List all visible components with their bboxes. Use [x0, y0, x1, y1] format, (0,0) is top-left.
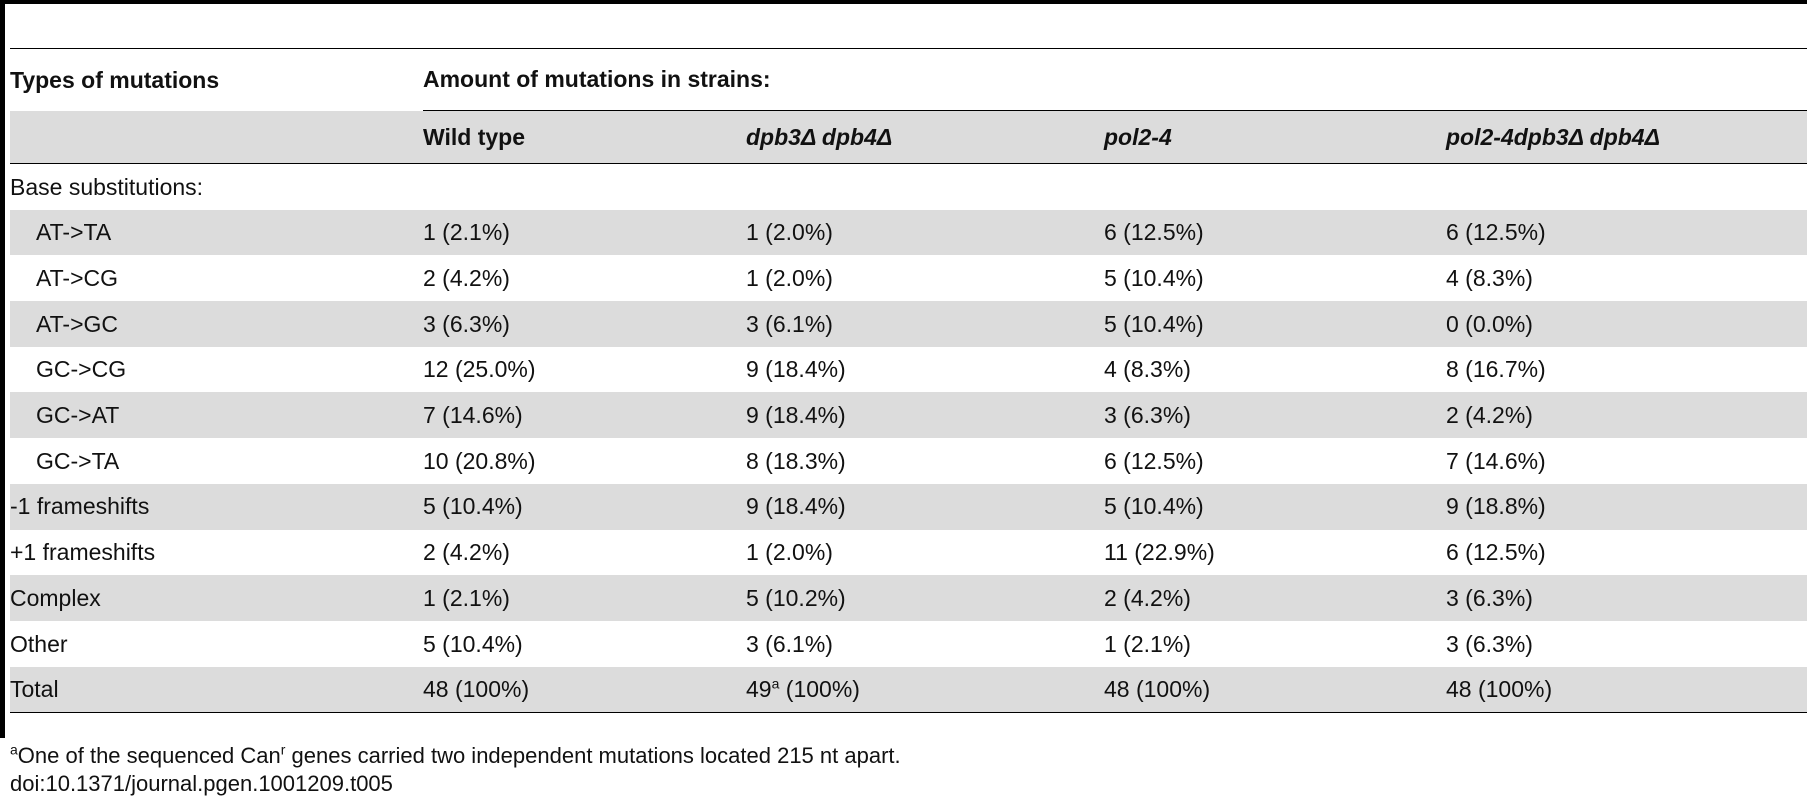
table-cell: 6 (12.5%)	[1104, 209, 1446, 256]
table-cell	[1104, 164, 1446, 210]
table-cell: 10 (20.8%)	[423, 447, 536, 474]
table-cell	[746, 164, 1104, 210]
total-percent: (100%)	[779, 676, 860, 703]
table-cell: 48 (100%)	[1446, 666, 1807, 714]
row-label: AT->GC	[10, 301, 423, 347]
table-cell: 6 (12.5%)	[1104, 447, 1204, 474]
table-row: Other 5 (10.4%) 3 (6.1%) 1 (2.1%) 3 (6.3…	[10, 621, 1807, 667]
table-cell: 3 (6.3%)	[1446, 575, 1807, 621]
row-label: -1 frameshifts	[10, 483, 423, 530]
table-cell: 7 (14.6%)	[1446, 447, 1546, 474]
table-cell: 5 (10.4%)	[1104, 301, 1446, 347]
table-row: GC->TA 10 (20.8%) 8 (18.3%) 6 (12.5%) 7 …	[10, 438, 1807, 484]
row-label: GC->AT	[10, 392, 423, 439]
table-row: AT->TA 1 (2.1%) 1 (2.0%) 6 (12.5%) 6 (12…	[10, 209, 1807, 256]
row-label: AT->CG	[36, 265, 119, 291]
row-label: AT->TA	[10, 209, 423, 256]
table-cell: 5 (10.4%)	[423, 483, 746, 530]
table-cell: 8 (16.7%)	[1446, 356, 1546, 383]
table-cell: 48 (100%)	[1104, 666, 1446, 714]
table-cell: 2 (4.2%)	[1104, 575, 1446, 621]
table-row: GC->CG 12 (25.0%) 9 (18.4%) 4 (8.3%) 8 (…	[10, 347, 1807, 393]
table-cell: 3 (6.3%)	[1104, 392, 1446, 439]
row-label: Complex	[10, 575, 423, 621]
table-cell: 5 (10.4%)	[1104, 483, 1446, 530]
table-footnote: aOne of the sequenced Canr genes carried…	[10, 742, 901, 770]
footnote-text-end: genes carried two independent mutations …	[285, 743, 901, 768]
table-cell: 1 (2.1%)	[1104, 630, 1191, 657]
row-label: Other	[10, 630, 68, 657]
table-row: GC->AT 7 (14.6%) 9 (18.4%) 3 (6.3%) 2 (4…	[10, 392, 1807, 439]
table-cell: 3 (6.1%)	[746, 301, 1104, 347]
table-row: Base substitutions:	[10, 164, 1807, 210]
table-cell: 48 (100%)	[423, 666, 746, 714]
table-cell: 8 (18.3%)	[746, 447, 846, 474]
table-cell-with-footnote: 49a (100%)	[746, 666, 1104, 714]
strain-group-header: Amount of mutations in strains:	[423, 48, 1807, 111]
row-label: GC->CG	[36, 356, 127, 383]
table-cell: 0 (0.0%)	[1446, 301, 1807, 347]
table-cell: 6 (12.5%)	[1446, 539, 1546, 566]
table-cell: 1 (2.0%)	[746, 265, 833, 291]
table-row-total: Total 48 (100%) 49a (100%) 48 (100%) 48 …	[10, 666, 1807, 714]
table-cell: 2 (4.2%)	[423, 539, 510, 566]
table-cell: 2 (4.2%)	[423, 265, 510, 291]
footnote-text-start: One of the sequenced Can	[17, 743, 281, 768]
table-cell: 3 (6.1%)	[746, 630, 833, 657]
table-cell: 3 (6.3%)	[423, 301, 746, 347]
column-header-pol2-4: pol2-4	[1104, 110, 1446, 164]
doi-reference: doi:10.1371/journal.pgen.1001209.t005	[10, 771, 393, 796]
footnote-superscript: r	[280, 741, 286, 758]
table-row: +1 frameshifts 2 (4.2%) 1 (2.0%) 11 (22.…	[10, 530, 1807, 576]
row-label: Base substitutions:	[10, 173, 204, 200]
table-cell: 7 (14.6%)	[423, 392, 746, 439]
left-border-rule	[0, 0, 5, 738]
mutation-spectrum-table: Types of mutations Amount of mutations i…	[10, 48, 1807, 714]
table-cell: 4 (8.3%)	[1104, 356, 1191, 383]
table-cell: 1 (2.0%)	[746, 209, 1104, 256]
top-border-rule	[0, 0, 1807, 4]
row-label: +1 frameshifts	[10, 539, 156, 566]
table-cell: 11 (22.9%)	[1104, 539, 1215, 566]
table-cell: 9 (18.8%)	[1446, 483, 1807, 530]
row-label-header: Types of mutations	[10, 48, 423, 111]
mutation-table-container: Types of mutations Amount of mutations i…	[10, 48, 1807, 714]
row-label: GC->TA	[36, 447, 120, 474]
footnote-marker: a	[771, 675, 780, 692]
table-cell: 2 (4.2%)	[1446, 392, 1807, 439]
table-row: AT->CG 2 (4.2%) 1 (2.0%) 5 (10.4%) 4 (8.…	[10, 255, 1807, 301]
total-value: 49	[746, 676, 772, 703]
table-cell	[1446, 164, 1807, 210]
table-cell: 9 (18.4%)	[746, 483, 1104, 530]
table-cell: 9 (18.4%)	[746, 392, 1104, 439]
table-cell: 5 (10.4%)	[1104, 265, 1204, 291]
table-cell: 1 (2.0%)	[746, 539, 833, 566]
row-label: Total	[10, 666, 423, 714]
table-cell: 3 (6.3%)	[1446, 630, 1533, 657]
header-spacer	[10, 110, 423, 164]
table-cell: 1 (2.1%)	[423, 209, 746, 256]
table-cell: 12 (25.0%)	[423, 356, 536, 383]
table-row: -1 frameshifts 5 (10.4%) 9 (18.4%) 5 (10…	[10, 483, 1807, 530]
table-cell: 1 (2.1%)	[423, 575, 746, 621]
table-row: AT->GC 3 (6.3%) 3 (6.1%) 5 (10.4%) 0 (0.…	[10, 301, 1807, 347]
footnote-marker-label: a	[10, 741, 18, 758]
column-header-wild-type: Wild type	[423, 110, 746, 164]
table-cell: 5 (10.4%)	[423, 630, 523, 657]
table-cell: 5 (10.2%)	[746, 575, 1104, 621]
table-cell: 9 (18.4%)	[746, 356, 846, 383]
table-cell: 6 (12.5%)	[1446, 209, 1807, 256]
header-row-strains: Wild type dpb3Δ dpb4Δ pol2-4 pol2-4dpb3Δ…	[10, 110, 1807, 164]
column-header-pol2-4-dpb3-dpb4: pol2-4dpb3Δ dpb4Δ	[1446, 110, 1807, 164]
table-row: Complex 1 (2.1%) 5 (10.2%) 2 (4.2%) 3 (6…	[10, 575, 1807, 621]
column-header-dpb3-dpb4: dpb3Δ dpb4Δ	[746, 110, 1104, 164]
table-cell: 4 (8.3%)	[1446, 265, 1533, 291]
header-row-group: Types of mutations Amount of mutations i…	[10, 48, 1807, 111]
table-cell	[423, 164, 746, 210]
